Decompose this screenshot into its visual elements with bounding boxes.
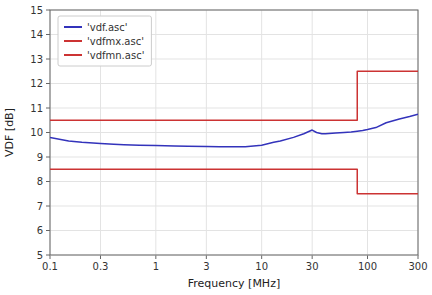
x-tick-label: 100 <box>358 261 377 272</box>
x-tick-label: 30 <box>306 261 319 272</box>
x-tick-label: 3 <box>203 261 209 272</box>
y-tick-label: 15 <box>30 5 43 16</box>
y-grid-line <box>50 157 418 158</box>
x-tick-label: 0.1 <box>42 261 58 272</box>
y-tick <box>46 157 50 158</box>
y-tick-label: 13 <box>30 54 43 65</box>
plot-frame <box>50 10 418 255</box>
y-tick <box>46 132 50 133</box>
y-tick <box>46 34 50 35</box>
y-tick-label: 14 <box>30 29 43 40</box>
legend-label: 'vdfmn.asc' <box>87 50 144 61</box>
y-tick-label: 12 <box>30 78 43 89</box>
y-grid-line <box>50 230 418 231</box>
y-tick <box>46 181 50 182</box>
legend-swatch <box>64 54 82 56</box>
x-tick-label: 300 <box>408 261 427 272</box>
y-tick-label: 8 <box>37 176 43 187</box>
x-tick-label: 0.3 <box>93 261 109 272</box>
y-tick <box>46 59 50 60</box>
y-grid-line <box>50 181 418 182</box>
x-axis-label: Frequency [MHz] <box>188 277 280 290</box>
y-tick <box>46 83 50 84</box>
x-tick-label: 10 <box>255 261 268 272</box>
y-tick-label: 7 <box>37 201 43 212</box>
legend-swatch <box>64 40 82 42</box>
y-grid-line <box>50 83 418 84</box>
y-tick <box>46 206 50 207</box>
y-tick-label: 5 <box>37 250 43 261</box>
x-tick <box>155 255 156 259</box>
x-tick <box>312 255 313 259</box>
legend-label: 'vdf.asc' <box>87 22 128 33</box>
x-tick-label: 1 <box>153 261 159 272</box>
plot-area <box>50 10 418 255</box>
x-tick <box>100 255 101 259</box>
y-tick-label: 10 <box>30 127 43 138</box>
x-tick <box>50 255 51 259</box>
y-tick-label: 9 <box>37 152 43 163</box>
series-line <box>50 169 418 194</box>
x-tick <box>206 255 207 259</box>
y-tick-label: 11 <box>30 103 43 114</box>
y-tick <box>46 230 50 231</box>
y-grid-line <box>50 206 418 207</box>
legend: 'vdf.asc' 'vdfmx.asc' 'vdfmn.asc' <box>58 16 151 66</box>
x-tick <box>367 255 368 259</box>
chart: 0.10.313103010030056789101112131415Frequ… <box>0 0 432 295</box>
y-tick <box>46 255 50 256</box>
series-line <box>50 71 418 120</box>
y-axis-label: VDF [dB] <box>3 108 16 157</box>
x-tick <box>418 255 419 259</box>
y-tick <box>46 10 50 11</box>
y-grid-line <box>50 132 418 133</box>
legend-swatch <box>64 26 82 28</box>
series-line <box>50 114 418 147</box>
legend-box <box>58 16 151 66</box>
x-tick <box>261 255 262 259</box>
y-tick <box>46 108 50 109</box>
y-tick-label: 6 <box>37 225 43 236</box>
series-group <box>50 71 418 194</box>
legend-label: 'vdfmx.asc' <box>87 36 144 47</box>
y-grid-line <box>50 108 418 109</box>
